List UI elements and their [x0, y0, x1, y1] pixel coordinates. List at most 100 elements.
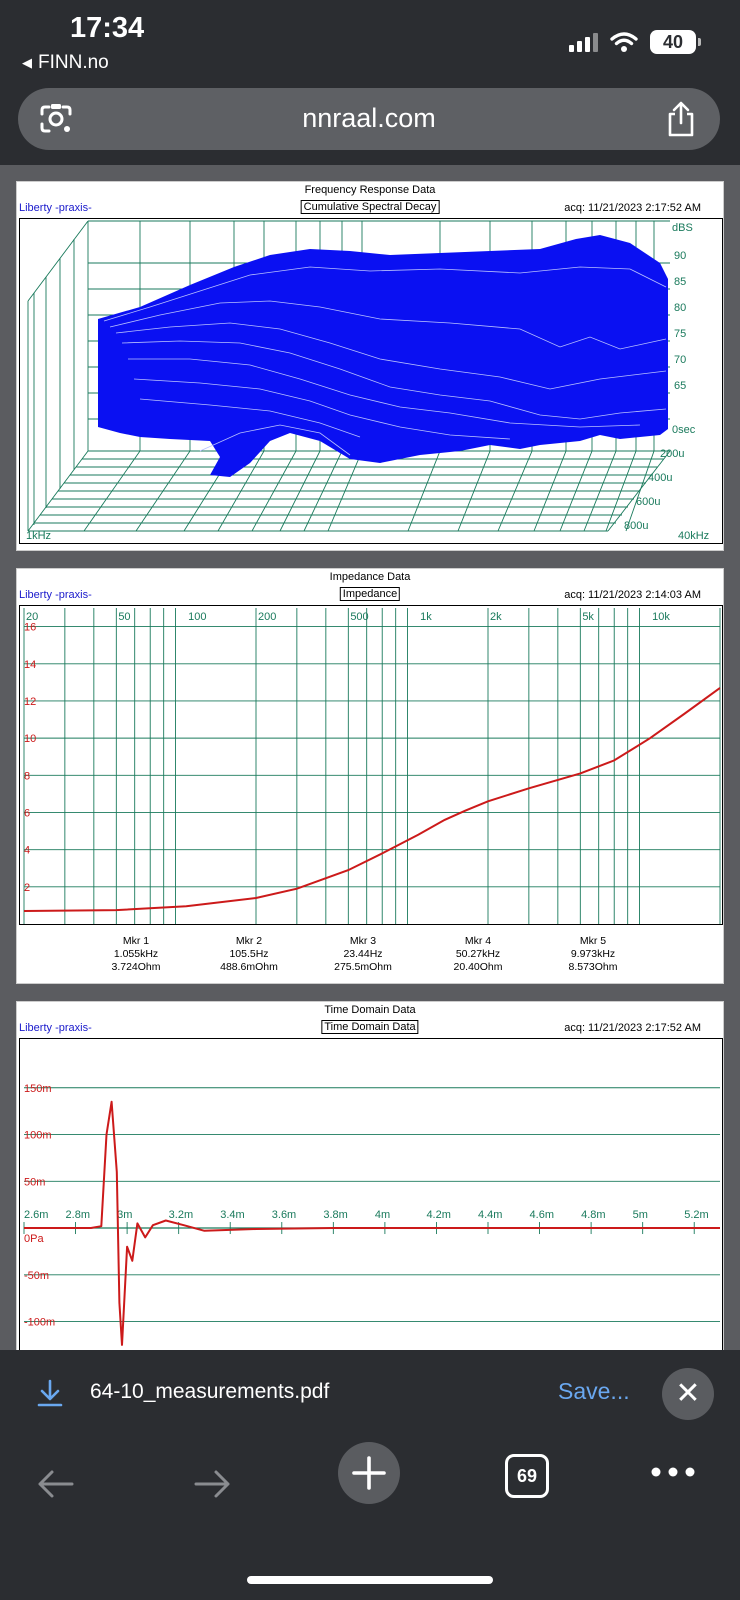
x-tick-label: 4.8m — [581, 1209, 605, 1221]
marker-value: 20.40Ohm — [453, 961, 503, 973]
x-tick-label: 2k — [490, 611, 502, 623]
impedance-curve — [23, 687, 721, 912]
panel-source-label: Liberty -praxis- — [19, 589, 92, 601]
z-tick-label: 400u — [648, 472, 672, 484]
marker-label: Mkr 4 — [464, 935, 492, 947]
y-tick-label: 12 — [24, 696, 36, 708]
pdf-page-area[interactable]: Frequency Response Data Cumulative Spect… — [0, 165, 740, 1350]
panel-subtitle: Time Domain Data — [321, 1020, 419, 1034]
panel-subtitle: Cumulative Spectral Decay — [300, 200, 440, 214]
x-tick-label: 5m — [633, 1209, 648, 1221]
time-domain-plot: 2.6m 2.8m 3m 3.2m 3.4m 3.6m 3.8m 4m 4.2m 4.4m 4.6m… — [19, 1038, 723, 1350]
panel-title: Time Domain Data — [324, 1004, 416, 1016]
y-tick-label: 65 — [674, 380, 686, 392]
status-time: 17:34 — [70, 12, 145, 44]
x-tick-label: 1k — [420, 611, 432, 623]
x-tick-label: 3.4m — [220, 1209, 244, 1221]
download-bar: 64-10_measurements.pdf Save... ✕ — [0, 1350, 740, 1438]
x-tick-label: 2.8m — [66, 1209, 90, 1221]
impulse-response-curve — [24, 1100, 720, 1346]
x-tick-label: 3m — [117, 1209, 132, 1221]
panel-subtitle: Impedance — [339, 587, 401, 601]
marker-4: Mkr 4 50.27kHz 20.40Ohm — [433, 935, 523, 974]
home-indicator — [247, 1576, 493, 1584]
url-text[interactable]: nnraal.com — [302, 103, 436, 133]
csd-slice-lines — [103, 266, 667, 456]
csd-plot: dBS 90 85 80 75 70 65 0sec 200u 400u 600u 800u 1k… — [19, 218, 723, 544]
marker-label: Mkr 5 — [579, 935, 607, 947]
x-tick-label: 4.4m — [478, 1209, 502, 1221]
back-arrow-icon[interactable] — [34, 1462, 78, 1506]
x-tick-label: 20 — [26, 611, 38, 623]
battery-indicator: 40 — [650, 30, 701, 54]
y-tick-label: 8 — [24, 770, 30, 782]
y-tick-label: 50m — [24, 1176, 45, 1188]
panel-source-label: Liberty -praxis- — [19, 1022, 92, 1034]
y-tick-label: 100m — [24, 1130, 52, 1142]
y-tick-label: 10 — [24, 733, 36, 745]
z-tick-label: 600u — [636, 496, 660, 508]
marker-frequency: 23.44Hz — [343, 948, 383, 960]
share-icon[interactable] — [664, 100, 698, 138]
back-triangle-icon: ◀ — [22, 55, 32, 70]
impedance-axis-labels: 20 50 100 200 500 1k 2k 5k 10k 16 14 12 10 8 6 4 2 — [24, 611, 670, 894]
impedance-panel: Impedance Data Impedance Liberty -praxis… — [16, 568, 724, 984]
y-tick-label: 85 — [674, 276, 686, 288]
marker-label: Mkr 1 — [122, 935, 150, 947]
x-tick-label: 3.2m — [169, 1209, 193, 1221]
panel-source-label: Liberty -praxis- — [19, 202, 92, 214]
y-tick-label: -50m — [24, 1270, 49, 1282]
cellular-signal-icon — [569, 32, 598, 52]
marker-value: 8.573Ohm — [568, 961, 618, 973]
z-tick-label: 200u — [660, 448, 684, 460]
y-tick-label: 4 — [24, 845, 30, 857]
x-tick-label: 2.6m — [24, 1209, 48, 1221]
x-tick-label: 100 — [188, 611, 206, 623]
tabs-icon[interactable]: 69 — [505, 1454, 549, 1498]
panel-title: Frequency Response Data — [304, 184, 436, 196]
marker-frequency: 1.055kHz — [113, 948, 159, 960]
new-tab-button[interactable] — [338, 1442, 400, 1504]
y-tick-label: 14 — [24, 659, 36, 671]
time-domain-axis-labels: 2.6m 2.8m 3m 3.2m 3.4m 3.6m 3.8m 4m 4.2m 4.4m 4.6m… — [24, 1083, 709, 1329]
y-tick-label: 75 — [674, 328, 686, 340]
x-tick-label: 4.6m — [530, 1209, 554, 1221]
x-axis-max-label: 40kHz — [678, 530, 709, 542]
marker-frequency: 105.5Hz — [229, 948, 269, 960]
marker-value: 275.5mOhm — [334, 961, 392, 973]
y-tick-label: 150m — [24, 1083, 52, 1095]
panel-acq-time: acq: 11/21/2023 2:17:52 AM — [564, 202, 701, 214]
time-domain-panel: Time Domain Data Time Domain Data Libert… — [16, 1001, 724, 1350]
bottom-toolbar: 69 — [0, 1438, 740, 1600]
csd-waterfall-fill — [98, 235, 668, 477]
x-tick-label: 4m — [375, 1209, 390, 1221]
y-tick-label: 80 — [674, 302, 686, 314]
close-icon[interactable]: ✕ — [662, 1368, 714, 1420]
y-tick-label: 6 — [24, 807, 30, 819]
y-tick-label: 0Pa — [24, 1233, 44, 1245]
wifi-icon — [610, 32, 638, 52]
y-tick-label: -100m — [24, 1317, 55, 1329]
y-tick-label: 2 — [24, 882, 30, 894]
x-tick-label: 3.6m — [272, 1209, 296, 1221]
x-tick-label: 5k — [582, 611, 594, 623]
marker-1: Mkr 1 1.055kHz 3.724Ohm — [91, 935, 181, 974]
forward-arrow-icon[interactable] — [190, 1462, 234, 1506]
x-tick-label: 50 — [118, 611, 130, 623]
back-app-label: FINN.no — [38, 52, 109, 73]
marker-frequency: 9.973kHz — [570, 948, 616, 960]
csd-panel: Frequency Response Data Cumulative Spect… — [16, 181, 724, 551]
back-to-app-link[interactable]: ◀ FINN.no — [22, 52, 109, 74]
google-lens-icon[interactable] — [38, 101, 74, 137]
marker-value: 488.6mOhm — [220, 961, 278, 973]
x-tick-label: 10k — [652, 611, 670, 623]
download-icon[interactable] — [36, 1378, 64, 1408]
z-tick-label: 800u — [624, 520, 648, 532]
x-tick-label: 4.2m — [426, 1209, 450, 1221]
marker-value: 3.724Ohm — [111, 961, 161, 973]
status-icons: 40 — [569, 30, 701, 54]
z-tick-label: 0sec — [672, 424, 696, 436]
more-dots-icon[interactable] — [648, 1462, 698, 1482]
save-button[interactable]: Save... — [558, 1378, 630, 1404]
address-bar[interactable]: nnraal.com — [18, 88, 720, 150]
